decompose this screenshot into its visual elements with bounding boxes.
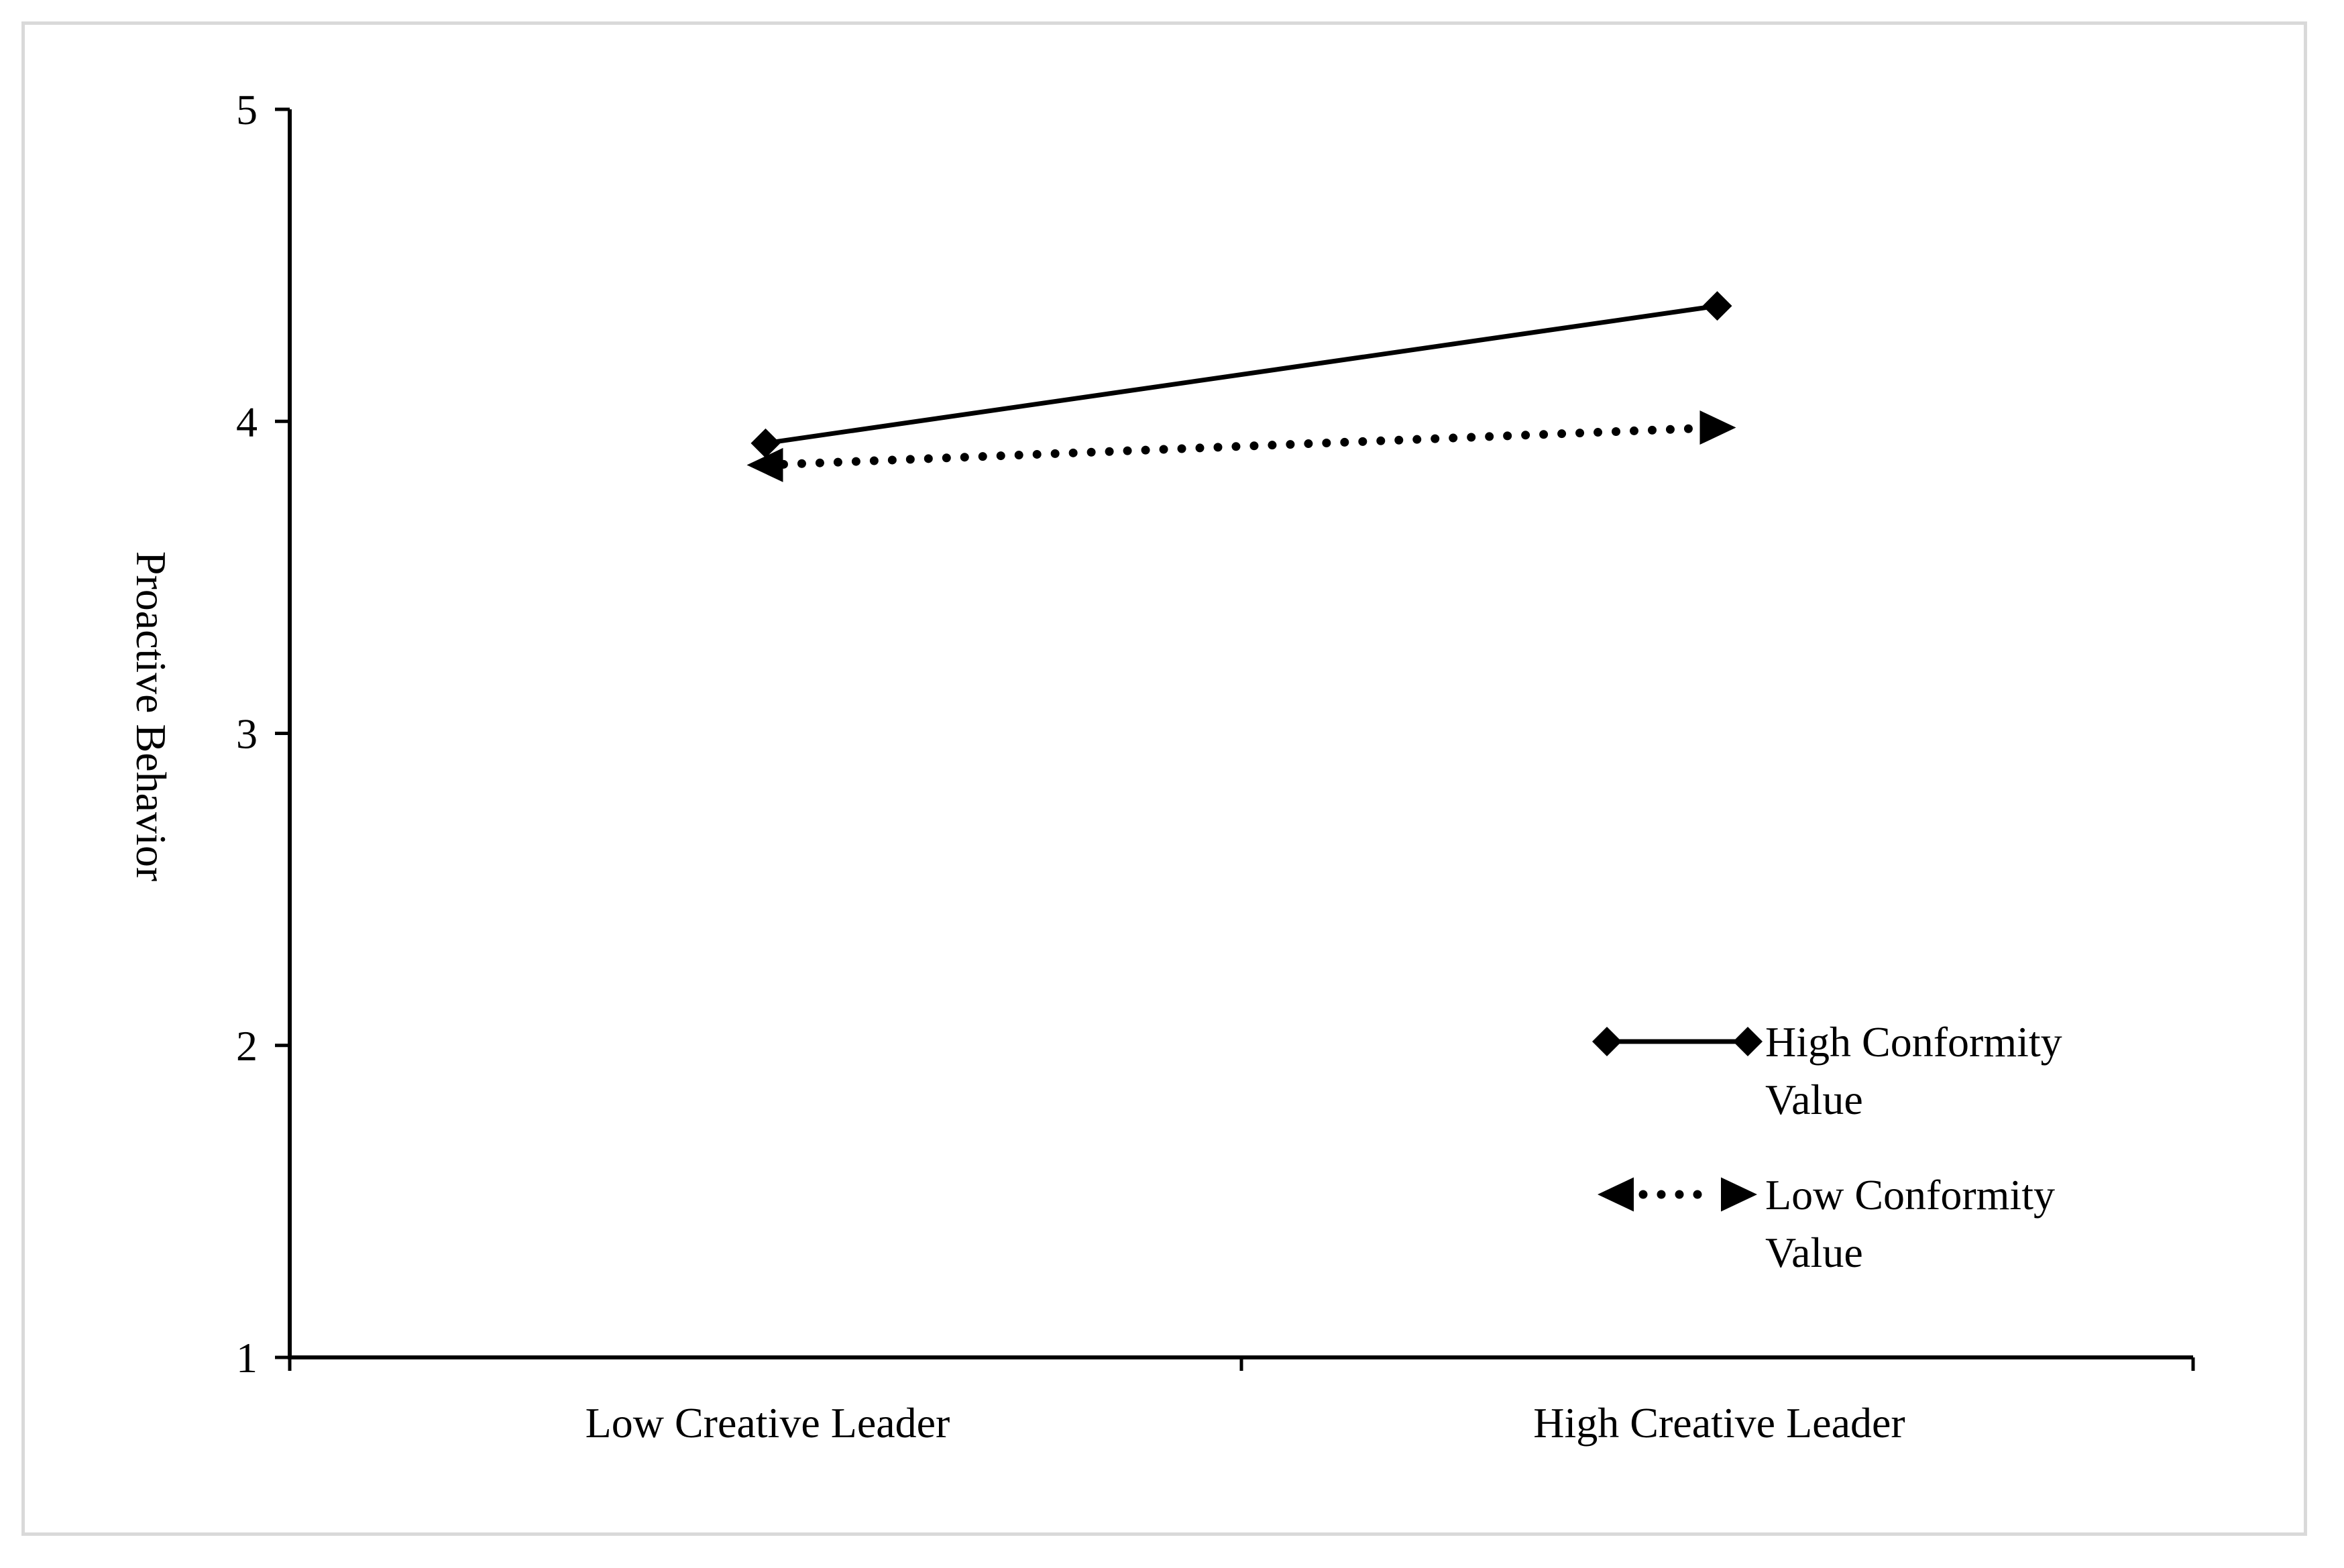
y-axis-label: Proactive Behavior [127,551,175,881]
y-tick-label: 4 [236,398,258,445]
axes: 1 2 3 4 5 Low Creative Leader High Creative Le… [236,86,2195,1447]
y-tick-label: 5 [236,86,258,133]
legend-swatch-marker [1592,1027,1622,1056]
legend-label: Value [1765,1229,1863,1276]
chart-frame [21,21,2307,1536]
data-point-marker [750,428,781,458]
legend-item-2: Low Conformity Value [1598,1171,2055,1276]
series-line [761,423,1722,469]
series-2 [746,410,1736,482]
legend: High Conformity Value Low Conformity Value [1592,1018,2062,1276]
y-tick-label: 2 [236,1022,258,1070]
x-tick-label: Low Creative Leader [585,1399,950,1447]
x-tick-label: High Creative Leader [1533,1399,1905,1447]
data-point-marker [746,447,783,482]
legend-swatch-marker [1733,1027,1763,1056]
legend-label: High Conformity [1765,1018,2062,1066]
series-layer [746,291,1736,482]
y-tick-label: 3 [236,710,258,758]
legend-item-1: High Conformity Value [1592,1018,2062,1123]
data-point-marker [1699,410,1736,445]
legend-label: Low Conformity [1765,1171,2055,1219]
series-line [765,303,1718,446]
legend-swatch-marker [1598,1177,1634,1212]
series-1 [750,291,1732,458]
data-point-marker [1702,291,1732,321]
y-tick-label: 1 [236,1334,258,1382]
legend-label: Value [1765,1076,1863,1123]
legend-swatch-marker [1721,1177,1757,1212]
